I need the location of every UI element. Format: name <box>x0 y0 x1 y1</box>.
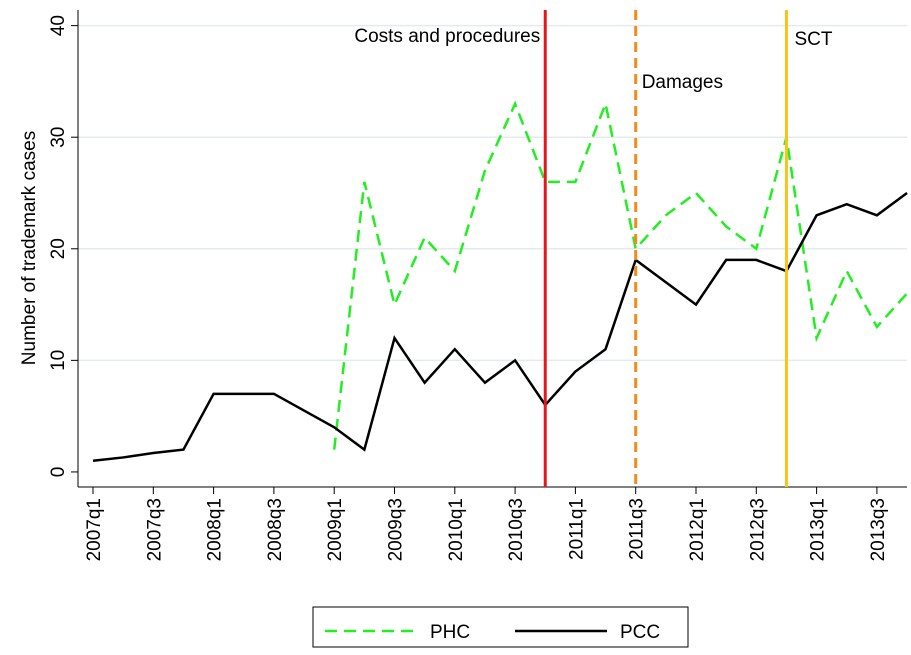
y-axis-label: Number of trademark cases <box>19 131 40 365</box>
y-tick-label: 30 <box>48 127 69 148</box>
x-tick-label: 2010q1 <box>446 498 467 561</box>
x-tick-label: 2008q1 <box>205 498 226 561</box>
x-tick-label: 2011q3 <box>627 498 648 560</box>
legend-label: PCC <box>620 622 660 643</box>
series-line <box>92 191 908 463</box>
x-tick-label: 2009q1 <box>325 498 346 561</box>
legend-label: PHC <box>430 622 470 643</box>
y-tick-label: 20 <box>48 238 69 259</box>
x-tick-label: 2013q1 <box>808 498 829 561</box>
y-tick-label: 40 <box>48 15 69 36</box>
x-tick-label: 2009q3 <box>386 498 407 561</box>
x-tick-label: 2012q1 <box>687 498 708 561</box>
x-tick-label: 2008q3 <box>265 498 286 561</box>
x-tick-label: 2007q1 <box>84 498 105 561</box>
legend-box <box>312 606 689 648</box>
x-tick-label: 2012q3 <box>747 498 768 561</box>
event-label: Costs and procedures <box>354 26 540 47</box>
y-tick-label: 0 <box>48 467 69 478</box>
y-tick-label: 10 <box>48 350 69 371</box>
x-tick-label: 2007q3 <box>144 498 165 561</box>
x-tick-label: 2011q1 <box>566 498 587 560</box>
series-line <box>332 99 908 450</box>
x-tick-label: 2010q3 <box>506 498 527 561</box>
event-label: Damages <box>642 72 723 93</box>
x-tick-label: 2013q3 <box>868 498 889 561</box>
event-label: SCT <box>794 29 832 50</box>
